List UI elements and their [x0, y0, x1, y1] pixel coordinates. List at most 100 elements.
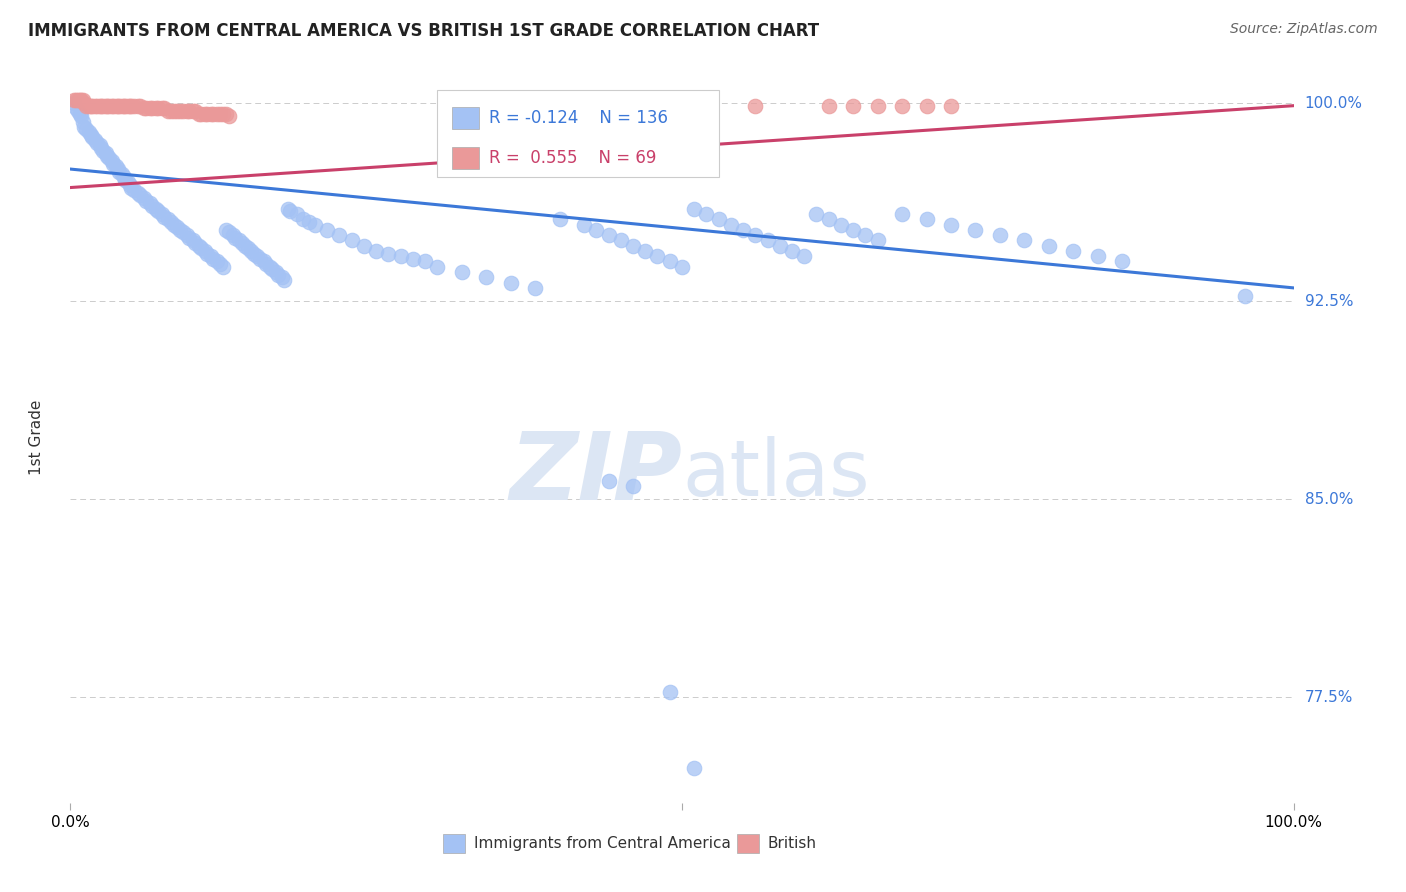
- Point: [114, 98, 136, 112]
- Point: [132, 191, 155, 205]
- Point: [90, 98, 112, 112]
- Point: [756, 233, 779, 247]
- Point: [1087, 249, 1109, 263]
- Point: [277, 202, 299, 216]
- Point: [499, 276, 522, 290]
- Point: [69, 106, 91, 120]
- Point: [166, 220, 188, 235]
- Point: [181, 103, 204, 118]
- Point: [101, 98, 124, 112]
- Point: [159, 103, 181, 118]
- Point: [77, 98, 100, 112]
- Point: [80, 128, 103, 142]
- Point: [267, 268, 290, 282]
- Point: [117, 98, 139, 112]
- Point: [285, 207, 308, 221]
- Point: [817, 98, 839, 112]
- Point: [70, 94, 93, 108]
- Point: [254, 257, 277, 271]
- Point: [915, 212, 938, 227]
- Point: [172, 226, 194, 240]
- Point: [208, 257, 231, 271]
- Point: [246, 249, 269, 263]
- Point: [353, 238, 375, 252]
- Point: [228, 233, 250, 247]
- Point: [63, 94, 86, 108]
- Point: [63, 96, 86, 111]
- Point: [83, 133, 105, 147]
- Point: [65, 101, 87, 115]
- Point: [212, 106, 235, 120]
- Point: [585, 223, 607, 237]
- Point: [166, 103, 188, 118]
- Point: [891, 98, 914, 112]
- Point: [202, 252, 225, 266]
- Point: [988, 228, 1011, 243]
- Point: [572, 218, 595, 232]
- Point: [707, 212, 730, 227]
- Point: [135, 101, 157, 115]
- Point: [82, 130, 104, 145]
- Point: [90, 141, 112, 155]
- Point: [842, 223, 865, 237]
- Point: [169, 103, 191, 118]
- Point: [86, 98, 108, 112]
- Point: [647, 249, 669, 263]
- Point: [169, 223, 191, 237]
- Point: [150, 207, 173, 221]
- Point: [214, 106, 236, 120]
- Point: [259, 260, 281, 274]
- Point: [104, 98, 127, 112]
- Point: [127, 98, 149, 112]
- Point: [273, 273, 295, 287]
- Point: [176, 103, 198, 118]
- Point: [73, 96, 96, 111]
- Point: [108, 98, 131, 112]
- Point: [413, 254, 436, 268]
- Point: [89, 98, 111, 112]
- Point: [163, 103, 186, 118]
- Point: [98, 152, 121, 166]
- Point: [75, 98, 97, 112]
- Point: [129, 98, 152, 112]
- Text: British: British: [768, 836, 817, 851]
- Point: [939, 98, 962, 112]
- FancyBboxPatch shape: [443, 834, 465, 853]
- Point: [187, 238, 209, 252]
- Point: [111, 167, 134, 181]
- Point: [122, 98, 145, 112]
- Point: [598, 474, 620, 488]
- Point: [77, 125, 100, 139]
- Point: [91, 144, 114, 158]
- Point: [695, 207, 717, 221]
- Point: [66, 94, 89, 108]
- FancyBboxPatch shape: [451, 147, 479, 169]
- Point: [141, 199, 163, 213]
- Point: [218, 109, 240, 123]
- Point: [114, 172, 136, 186]
- Point: [249, 252, 271, 266]
- Point: [159, 215, 181, 229]
- Point: [96, 98, 118, 112]
- Point: [389, 249, 412, 263]
- Point: [172, 103, 194, 118]
- Point: [634, 244, 657, 258]
- Point: [683, 762, 706, 776]
- Point: [658, 254, 681, 268]
- Point: [842, 98, 865, 112]
- Point: [69, 94, 91, 108]
- Point: [1014, 233, 1036, 247]
- Point: [121, 98, 143, 112]
- Point: [65, 94, 87, 108]
- Point: [208, 106, 231, 120]
- Point: [89, 138, 111, 153]
- Point: [132, 101, 155, 115]
- Point: [176, 228, 198, 243]
- Point: [101, 157, 124, 171]
- Point: [195, 106, 218, 120]
- Point: [153, 101, 176, 115]
- Text: 92.5%: 92.5%: [1305, 293, 1353, 309]
- Point: [120, 98, 142, 112]
- Point: [83, 98, 105, 112]
- Point: [264, 265, 287, 279]
